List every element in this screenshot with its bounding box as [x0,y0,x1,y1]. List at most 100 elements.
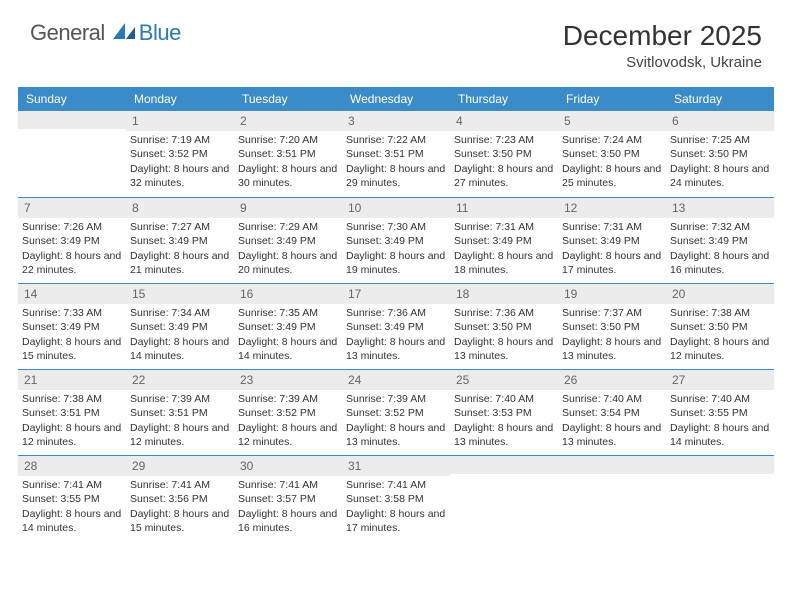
cell-body: Sunrise: 7:32 AMSunset: 3:49 PMDaylight:… [666,218,774,281]
sunset-line: Sunset: 3:50 PM [454,147,554,161]
calendar-cell: 27Sunrise: 7:40 AMSunset: 3:55 PMDayligh… [666,370,774,455]
daylight-line: Daylight: 8 hours and 22 minutes. [22,249,122,277]
cell-body: Sunrise: 7:40 AMSunset: 3:55 PMDaylight:… [666,390,774,453]
sunset-line: Sunset: 3:52 PM [238,406,338,420]
sunset-line: Sunset: 3:50 PM [562,147,662,161]
sunrise-line: Sunrise: 7:41 AM [346,478,446,492]
day-number [18,111,126,129]
calendar-cell: 29Sunrise: 7:41 AMSunset: 3:56 PMDayligh… [126,456,234,541]
day-number: 28 [18,456,126,476]
day-number: 18 [450,284,558,304]
calendar-cell: 24Sunrise: 7:39 AMSunset: 3:52 PMDayligh… [342,370,450,455]
day-number: 13 [666,198,774,218]
cell-body: Sunrise: 7:31 AMSunset: 3:49 PMDaylight:… [450,218,558,281]
cell-body: Sunrise: 7:39 AMSunset: 3:51 PMDaylight:… [126,390,234,453]
cell-body: Sunrise: 7:40 AMSunset: 3:53 PMDaylight:… [450,390,558,453]
sunrise-line: Sunrise: 7:35 AM [238,306,338,320]
calendar-cell: 4 Sunrise: 7:23 AMSunset: 3:50 PMDaylight… [450,111,558,197]
day-header-cell: Friday [558,87,666,111]
cell-body: Sunrise: 7:38 AMSunset: 3:51 PMDaylight:… [18,390,126,453]
day-number [450,456,558,474]
calendar-cell: 31Sunrise: 7:41 AMSunset: 3:58 PMDayligh… [342,456,450,541]
sunset-line: Sunset: 3:50 PM [454,320,554,334]
logo-sail-icon [111,21,137,46]
calendar-cell: 28Sunrise: 7:41 AMSunset: 3:55 PMDayligh… [18,456,126,541]
calendar-cell: 1Sunrise: 7:19 AMSunset: 3:52 PMDaylight… [126,111,234,197]
calendar-cell: 5Sunrise: 7:24 AMSunset: 3:50 PMDaylight… [558,111,666,197]
day-header-row: SundayMondayTuesdayWednesdayThursdayFrid… [18,87,774,111]
day-header-cell: Wednesday [342,87,450,111]
sunset-line: Sunset: 3:49 PM [238,234,338,248]
cell-body: Sunrise: 7:22 AMSunset: 3:51 PMDaylight:… [342,131,450,194]
calendar-cell: 16Sunrise: 7:35 AMSunset: 3:49 PMDayligh… [234,284,342,369]
sunset-line: Sunset: 3:49 PM [130,320,230,334]
sunrise-line: Sunrise: 7:22 AM [346,133,446,147]
day-number: 4 [450,111,558,131]
cell-body: Sunrise: 7:19 AMSunset: 3:52 PMDaylight:… [126,131,234,194]
day-number [666,456,774,474]
sunrise-line: Sunrise: 7:41 AM [22,478,122,492]
daylight-line: Daylight: 8 hours and 21 minutes. [130,249,230,277]
day-number: 23 [234,370,342,390]
logo-text-general: General [30,20,105,46]
daylight-line: Daylight: 8 hours and 27 minutes. [454,162,554,190]
cell-body: Sunrise: 7:26 AMSunset: 3:49 PMDaylight:… [18,218,126,281]
day-number: 26 [558,370,666,390]
logo: General Blue [30,20,181,46]
sunset-line: Sunset: 3:54 PM [562,406,662,420]
sunset-line: Sunset: 3:49 PM [238,320,338,334]
sunrise-line: Sunrise: 7:23 AM [454,133,554,147]
daylight-line: Daylight: 8 hours and 15 minutes. [130,507,230,535]
day-number: 9 [234,198,342,218]
daylight-line: Daylight: 8 hours and 13 minutes. [346,421,446,449]
day-number: 2 [234,111,342,131]
day-number: 25 [450,370,558,390]
sunrise-line: Sunrise: 7:31 AM [562,220,662,234]
sunset-line: Sunset: 3:49 PM [22,234,122,248]
day-number: 6 [666,111,774,131]
daylight-line: Daylight: 8 hours and 24 minutes. [670,162,770,190]
sunrise-line: Sunrise: 7:40 AM [454,392,554,406]
cell-body: Sunrise: 7:33 AMSunset: 3:49 PMDaylight:… [18,304,126,367]
day-number: 12 [558,198,666,218]
calendar-cell: 2Sunrise: 7:20 AMSunset: 3:51 PMDaylight… [234,111,342,197]
sunset-line: Sunset: 3:49 PM [454,234,554,248]
sunrise-line: Sunrise: 7:40 AM [562,392,662,406]
day-number [558,456,666,474]
sunset-line: Sunset: 3:50 PM [670,147,770,161]
sunrise-line: Sunrise: 7:41 AM [130,478,230,492]
day-number: 10 [342,198,450,218]
calendar-cell: 19Sunrise: 7:37 AMSunset: 3:50 PMDayligh… [558,284,666,369]
daylight-line: Daylight: 8 hours and 13 minutes. [454,335,554,363]
calendar-cell: 26Sunrise: 7:40 AMSunset: 3:54 PMDayligh… [558,370,666,455]
calendar-cell: 12Sunrise: 7:31 AMSunset: 3:49 PMDayligh… [558,198,666,283]
cell-body: Sunrise: 7:30 AMSunset: 3:49 PMDaylight:… [342,218,450,281]
sunrise-line: Sunrise: 7:33 AM [22,306,122,320]
sunset-line: Sunset: 3:51 PM [22,406,122,420]
cell-body: Sunrise: 7:36 AMSunset: 3:50 PMDaylight:… [450,304,558,367]
sunrise-line: Sunrise: 7:38 AM [670,306,770,320]
calendar-cell: 8Sunrise: 7:27 AMSunset: 3:49 PMDaylight… [126,198,234,283]
sunset-line: Sunset: 3:49 PM [346,320,446,334]
week-row: 1Sunrise: 7:19 AMSunset: 3:52 PMDaylight… [18,111,774,197]
calendar-cell: 30Sunrise: 7:41 AMSunset: 3:57 PMDayligh… [234,456,342,541]
sunset-line: Sunset: 3:57 PM [238,492,338,506]
daylight-line: Daylight: 8 hours and 12 minutes. [670,335,770,363]
sunrise-line: Sunrise: 7:27 AM [130,220,230,234]
sunrise-line: Sunrise: 7:29 AM [238,220,338,234]
week-row: 21Sunrise: 7:38 AMSunset: 3:51 PMDayligh… [18,369,774,455]
cell-body: Sunrise: 7:41 AMSunset: 3:58 PMDaylight:… [342,476,450,539]
calendar-cell [558,456,666,541]
sunrise-line: Sunrise: 7:20 AM [238,133,338,147]
daylight-line: Daylight: 8 hours and 17 minutes. [346,507,446,535]
sunset-line: Sunset: 3:55 PM [670,406,770,420]
cell-body: Sunrise: 7:39 AMSunset: 3:52 PMDaylight:… [342,390,450,453]
week-row: 14Sunrise: 7:33 AMSunset: 3:49 PMDayligh… [18,283,774,369]
calendar-cell: 17Sunrise: 7:36 AMSunset: 3:49 PMDayligh… [342,284,450,369]
daylight-line: Daylight: 8 hours and 20 minutes. [238,249,338,277]
calendar-cell [18,111,126,197]
week-row: 7Sunrise: 7:26 AMSunset: 3:49 PMDaylight… [18,197,774,283]
daylight-line: Daylight: 8 hours and 14 minutes. [22,507,122,535]
cell-body: Sunrise: 7:41 AMSunset: 3:55 PMDaylight:… [18,476,126,539]
daylight-line: Daylight: 8 hours and 12 minutes. [238,421,338,449]
